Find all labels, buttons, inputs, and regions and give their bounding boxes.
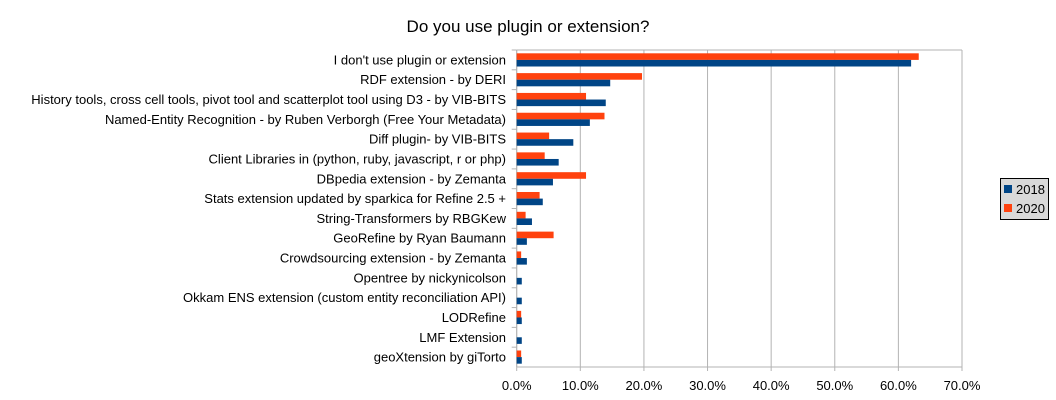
bar-2020 (516, 231, 554, 239)
x-tick-label: 40.0% (753, 378, 790, 393)
bar-2020 (516, 251, 522, 259)
bar-2020 (516, 211, 526, 219)
legend-label: 2018 (1016, 182, 1045, 197)
bar-2018 (516, 139, 574, 146)
category-label: History tools, cross cell tools, pivot t… (31, 92, 506, 107)
bar-2018 (516, 317, 522, 325)
category-label: GeoRefine by Ryan Baumann (333, 231, 506, 246)
x-tick-label: 20.0% (625, 378, 662, 393)
x-tick-label: 30.0% (689, 378, 726, 393)
bar-2018 (516, 337, 522, 344)
bar-2020 (516, 73, 643, 80)
category-label: geoXtension by giTorto (374, 350, 506, 365)
bar-2020 (516, 132, 550, 140)
bar-2020 (516, 152, 545, 159)
category-label: I don't use plugin or extension (334, 52, 506, 67)
category-label: LMF Extension (419, 330, 506, 345)
x-tick-label: 70.0% (944, 378, 981, 393)
bar-2020 (516, 112, 605, 120)
category-label: Named-Entity Recognition - by Ruben Verb… (105, 112, 506, 127)
bar-2020 (516, 92, 587, 100)
x-tick-label: 50.0% (816, 378, 853, 393)
bar-2018 (516, 297, 522, 305)
bar-2018 (516, 59, 912, 67)
category-label: Opentree by nickynicolson (354, 270, 506, 285)
legend-swatch-2018 (1004, 185, 1012, 193)
chart-title: Do you use plugin or extension? (407, 17, 650, 36)
bar-2018 (516, 357, 522, 364)
category-label: Client Libraries in (python, ruby, javas… (209, 151, 506, 166)
bar-2018 (516, 218, 532, 226)
bar-2018 (516, 158, 559, 166)
bar-2020 (516, 191, 540, 199)
category-label: Crowdsourcing extension - by Zemanta (280, 251, 507, 266)
bar-2018 (516, 258, 527, 265)
bar-2018 (516, 178, 553, 186)
x-tick-label: 60.0% (880, 378, 917, 393)
category-label: LODRefine (442, 310, 506, 325)
category-label: Okkam ENS extension (custom entity recon… (183, 290, 506, 305)
bar-2020 (516, 172, 587, 179)
bar-2018 (516, 238, 527, 245)
category-label: DBpedia extension - by Zemanta (317, 171, 507, 186)
bar-2018 (516, 198, 543, 206)
category-label: Stats extension updated by sparkica for … (204, 191, 506, 206)
bar-2018 (516, 119, 590, 126)
x-tick-label: 10.0% (562, 378, 599, 393)
category-label: RDF extension - by DERI (360, 72, 506, 87)
bar-2018 (516, 79, 611, 87)
bar-2018 (516, 277, 522, 285)
legend-swatch-2020 (1004, 204, 1012, 212)
legend-label: 2020 (1016, 201, 1045, 216)
bar-2020 (516, 53, 919, 60)
category-label: String-Transformers by RBGKew (316, 211, 506, 226)
category-label: Diff plugin- by VIB-BITS (369, 132, 506, 147)
x-tick-label: 0.0% (502, 378, 532, 393)
bar-2018 (516, 99, 606, 107)
bar-2020 (516, 310, 522, 318)
bar-2020 (516, 350, 522, 358)
